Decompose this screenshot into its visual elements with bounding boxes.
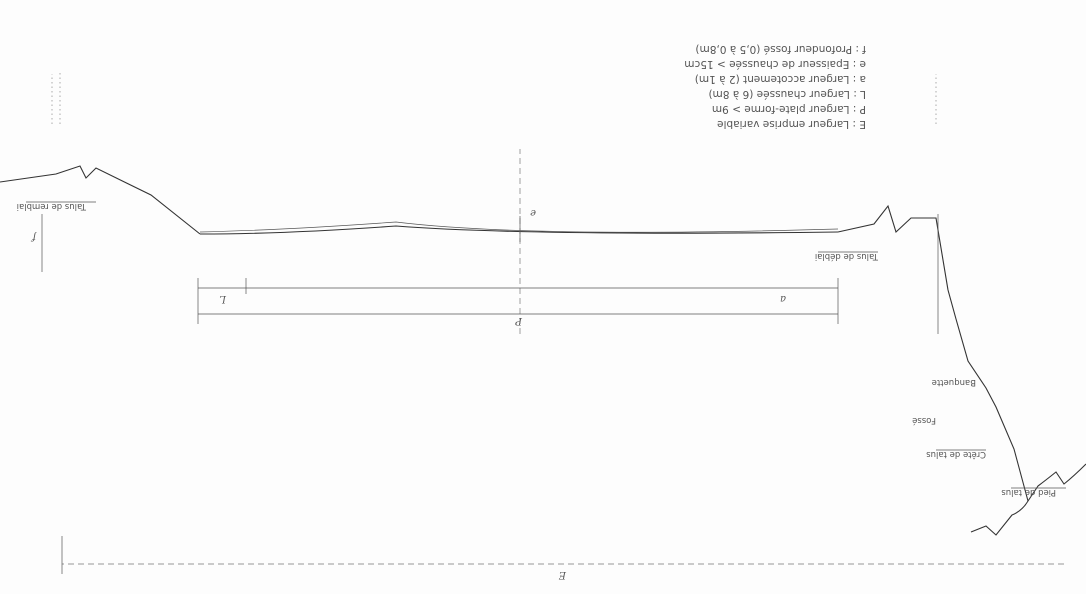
left-natural-ground-line bbox=[970, 463, 1086, 536]
label-crete-de-talus: Crête de talus bbox=[926, 449, 986, 460]
label-fosse: Fossé bbox=[912, 415, 936, 426]
legend-item-f: f : Profondeur fossé (0,5 à 0,8m) bbox=[695, 43, 866, 55]
legend-item-P: P : Largeur plate-forme > 9m bbox=[712, 103, 866, 115]
symbol-f: f bbox=[30, 231, 37, 242]
terrain-profile bbox=[0, 165, 1086, 536]
symbol-e: e bbox=[530, 207, 536, 218]
symbol-E: E bbox=[558, 569, 567, 580]
annotation-labels: Pied de talus Crête de talus Banquette F… bbox=[17, 201, 1066, 497]
dimension-lines bbox=[61, 278, 1064, 574]
legend-item-a: a : Largeur accotement (2 à 1m) bbox=[695, 73, 866, 85]
dimension-symbols: E P L a e f bbox=[30, 207, 786, 580]
deblai-slope-line bbox=[0, 165, 201, 235]
legend-item-e: e : Epaisseur de chaussée > 15cm bbox=[684, 58, 866, 70]
symbol-P: P bbox=[515, 315, 523, 326]
carriageway-line bbox=[199, 225, 839, 235]
axis-lines bbox=[41, 72, 939, 334]
symbol-a: a bbox=[780, 293, 786, 304]
label-talus-de-remblai: Talus de remblai bbox=[17, 201, 87, 211]
label-banquette: Banquette bbox=[932, 377, 976, 387]
symbol-L: L bbox=[219, 293, 227, 304]
legend-item-L: L : Largeur chaussée (6 à 8m) bbox=[708, 88, 866, 100]
left-platform-edge-line bbox=[837, 204, 949, 291]
label-pied-de-talus: Pied de talus bbox=[1001, 487, 1056, 497]
remblai-slope-line bbox=[947, 289, 1029, 502]
legend: E : Largeur emprise variable P : Largeur… bbox=[684, 43, 866, 130]
legend-item-E: E : Largeur emprise variable bbox=[717, 118, 866, 130]
carriageway-layer-line bbox=[199, 221, 839, 233]
label-talus-de-deblai: Talus de déblai bbox=[815, 251, 879, 262]
